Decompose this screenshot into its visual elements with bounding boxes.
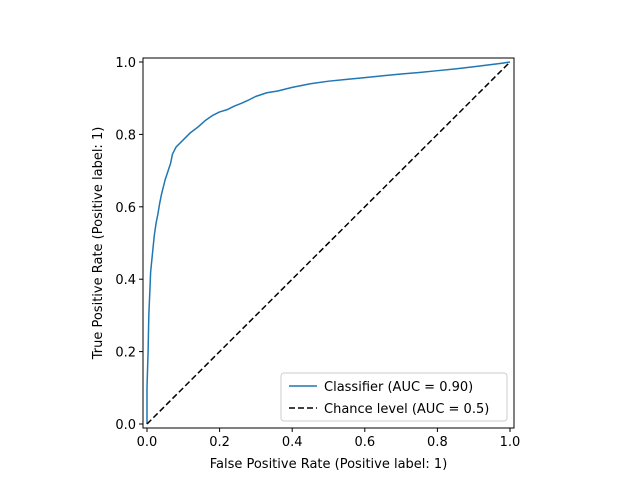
x-tick-label: 0.4 bbox=[282, 435, 303, 450]
series-layer bbox=[146, 61, 511, 425]
y-tick-label: 0.8 bbox=[115, 128, 136, 143]
legend-label-chance-level: Chance level (AUC = 0.5) bbox=[324, 402, 489, 417]
legend: Classifier (AUC = 0.90) Chance level (AU… bbox=[280, 372, 508, 422]
y-axis-label: True Positive Rate (Positive label: 1) bbox=[91, 127, 106, 361]
x-axis-label: False Positive Rate (Positive label: 1) bbox=[210, 457, 448, 472]
plot-area: 0.0 0.2 0.4 0.6 0.8 1.0 0.0 0.2 0.4 0.6 0.8 1.0 bbox=[115, 56, 520, 450]
x-tick-label: 0.8 bbox=[427, 435, 448, 450]
y-tick-label: 0.4 bbox=[115, 273, 136, 288]
axes-frame bbox=[142, 57, 515, 429]
x-axis-ticks: 0.0 0.2 0.4 0.6 0.8 1.0 bbox=[137, 428, 521, 450]
y-tick-label: 0.0 bbox=[115, 418, 136, 433]
x-tick-label: 0.6 bbox=[354, 435, 375, 450]
x-tick-label: 1.0 bbox=[500, 435, 521, 450]
x-tick-label: 0.2 bbox=[209, 435, 230, 450]
y-axis-ticks: 0.0 0.2 0.4 0.6 0.8 1.0 bbox=[115, 56, 143, 433]
y-tick-label: 0.2 bbox=[115, 346, 136, 361]
legend-box bbox=[280, 372, 508, 422]
chance-level-line bbox=[146, 61, 511, 425]
legend-label-classifier: Classifier (AUC = 0.90) bbox=[324, 380, 473, 395]
y-tick-label: 1.0 bbox=[115, 56, 136, 71]
x-tick-label: 0.0 bbox=[137, 435, 158, 450]
classifier-roc-curve bbox=[146, 61, 511, 424]
y-tick-label: 0.6 bbox=[115, 201, 136, 216]
